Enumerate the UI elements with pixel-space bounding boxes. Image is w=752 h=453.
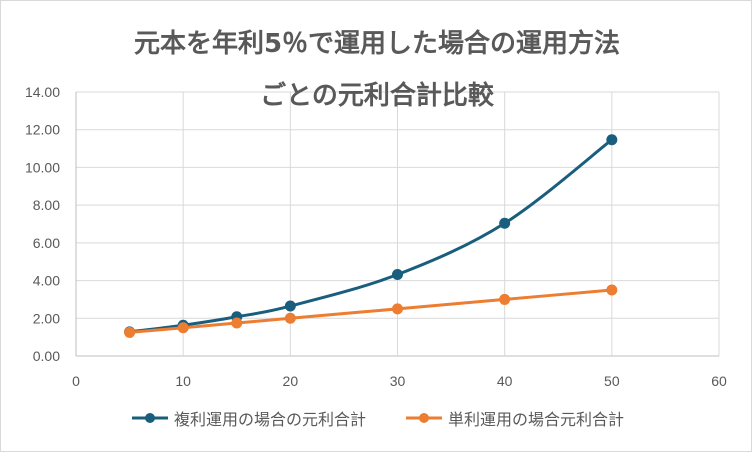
- data-point-series-0: [392, 269, 403, 281]
- data-point-series-0: [606, 134, 618, 146]
- legend-marker-simple-icon: [406, 413, 442, 423]
- x-tick-label: 10: [175, 373, 191, 389]
- y-tick-label: 0.00: [33, 348, 60, 364]
- x-tick-label: 20: [283, 373, 299, 389]
- legend: 複利運用の場合の元利合計 単利運用の場合元利合計: [1, 406, 752, 430]
- legend-item-simple: 単利運用の場合元利合計: [404, 406, 624, 430]
- series-line-1: [129, 288, 612, 334]
- series-line-0: [129, 138, 613, 334]
- x-tick-label: 30: [390, 373, 406, 389]
- data-point-series-0: [499, 217, 511, 229]
- x-tick-label: 0: [72, 373, 80, 389]
- y-tick-label: 14.00: [25, 84, 60, 100]
- data-point-series-1: [392, 303, 403, 315]
- data-point-series-1: [177, 322, 189, 334]
- chart-title-line-2: ごとの元利合計比較: [260, 81, 494, 111]
- data-point-series-1: [284, 312, 296, 324]
- legend-label-compound: 複利運用の場合の元利合計: [173, 410, 366, 429]
- legend-marker-compound-icon: [131, 413, 168, 423]
- y-tick-label: 10.00: [25, 159, 60, 175]
- data-point-series-1: [606, 284, 618, 296]
- y-tick-label: 2.00: [33, 310, 60, 326]
- x-tick-label: 50: [604, 373, 620, 389]
- y-tick-label: 4.00: [33, 273, 60, 289]
- data-point-series-1: [499, 293, 511, 305]
- y-tick-label: 6.00: [33, 235, 60, 251]
- chart-title-line-1: 元本を年利5％で運用した場合の運用方法: [133, 29, 621, 59]
- data-point-series-1: [231, 317, 243, 329]
- data-point-series-1: [124, 326, 136, 338]
- legend-label-simple: 単利運用の場合元利合計: [448, 410, 625, 429]
- x-tick-label: 60: [711, 373, 727, 389]
- y-tick-label: 12.00: [25, 122, 60, 138]
- legend-item-compound: 複利運用の場合の元利合計: [130, 406, 366, 430]
- x-tick-label: 40: [497, 373, 513, 389]
- y-tick-label: 8.00: [33, 197, 60, 213]
- data-point-series-0: [284, 300, 296, 312]
